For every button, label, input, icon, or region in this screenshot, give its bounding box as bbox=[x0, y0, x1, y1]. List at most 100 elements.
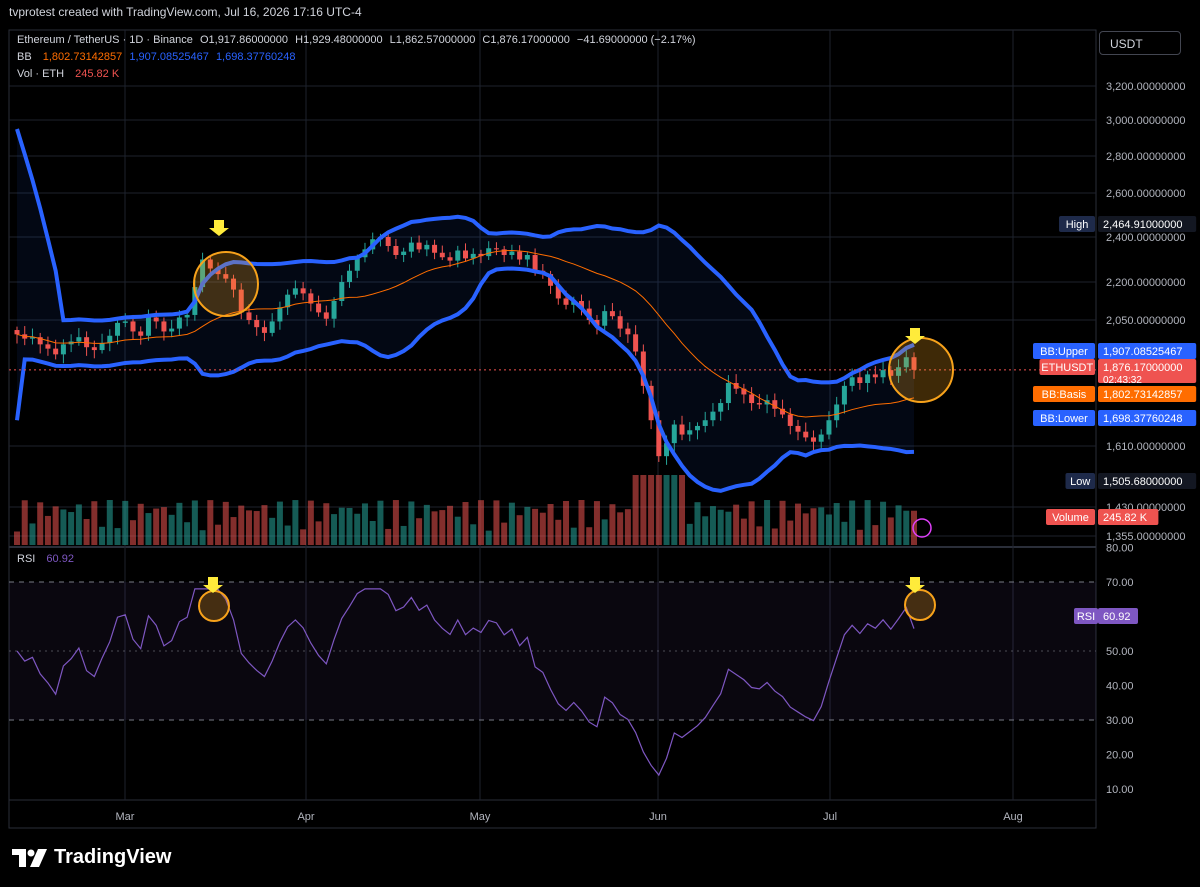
price-label-name-bg bbox=[1033, 410, 1095, 426]
candle-body bbox=[269, 321, 275, 333]
volume-bar bbox=[114, 528, 121, 545]
volume-bar bbox=[145, 513, 152, 545]
candle-body bbox=[803, 431, 809, 438]
legend-high-label: H bbox=[295, 34, 304, 46]
volume-bar bbox=[825, 514, 832, 545]
price-label-value: 1,907.08525467 bbox=[1103, 346, 1183, 358]
legend-close-label: C bbox=[482, 34, 491, 46]
candle-body bbox=[857, 377, 863, 383]
candle-body bbox=[76, 337, 82, 342]
candle-body bbox=[207, 259, 213, 269]
candle-body bbox=[29, 337, 35, 339]
volume-bar bbox=[648, 475, 655, 545]
volume-bar bbox=[276, 501, 283, 545]
legend-vol-label[interactable]: Vol · ETH bbox=[17, 68, 65, 80]
candle-body bbox=[200, 259, 206, 288]
volume-bar bbox=[532, 508, 539, 545]
rsi-label-name-bg bbox=[1074, 608, 1098, 624]
candle-body bbox=[826, 420, 832, 435]
candle-body bbox=[749, 394, 755, 404]
candle-body bbox=[787, 414, 793, 426]
candle-body bbox=[14, 330, 20, 335]
candle-body bbox=[756, 403, 762, 405]
candle-body bbox=[447, 257, 453, 261]
candle-body bbox=[710, 411, 716, 421]
volume-bar bbox=[416, 518, 423, 545]
volume-bar bbox=[37, 502, 44, 545]
tradingview-logo: TradingView bbox=[12, 846, 171, 869]
legend-bb-label[interactable]: BB bbox=[17, 51, 32, 63]
volume-bar bbox=[44, 515, 51, 545]
volume-bar bbox=[354, 513, 361, 545]
legend-vol-value: 245.82 K bbox=[75, 68, 120, 80]
volume-bar bbox=[392, 500, 399, 545]
volume-bar bbox=[872, 525, 879, 545]
time-tick-label: Apr bbox=[297, 811, 314, 823]
volume-bar bbox=[756, 526, 763, 545]
volume-bar bbox=[292, 500, 299, 545]
volume-bar bbox=[369, 521, 376, 545]
volume-bar bbox=[400, 525, 407, 545]
volume-bar bbox=[153, 508, 160, 545]
volume-bar bbox=[795, 503, 802, 545]
volume-bar bbox=[184, 522, 191, 545]
volume-bar bbox=[60, 509, 67, 545]
candle-body bbox=[872, 374, 878, 378]
candle-body bbox=[841, 385, 847, 405]
candle-body bbox=[401, 251, 407, 255]
price-label-countdown: 02:43:32 bbox=[1103, 375, 1142, 386]
candle-body bbox=[640, 351, 646, 386]
legend-rsi-value: 60.92 bbox=[46, 553, 74, 565]
candle-body bbox=[455, 250, 461, 261]
price-label-name-bg bbox=[1039, 359, 1095, 375]
price-label-value-bg bbox=[1098, 509, 1159, 525]
price-label-value: 1,505.68000000 bbox=[1103, 476, 1183, 488]
candle-body bbox=[122, 321, 128, 323]
candle-body bbox=[91, 347, 97, 351]
volume-bar bbox=[570, 527, 577, 545]
volume-bar bbox=[439, 510, 446, 545]
legend-bb-lower: 1,698.37760248 bbox=[215, 51, 296, 63]
candle-body bbox=[432, 244, 438, 253]
candle-body bbox=[316, 303, 322, 313]
candle-body bbox=[671, 424, 677, 444]
volume-bar bbox=[547, 504, 554, 545]
candle-body bbox=[261, 327, 267, 333]
volume-bar bbox=[880, 501, 887, 545]
volume-bar bbox=[671, 475, 678, 545]
volume-bar bbox=[771, 528, 778, 545]
legend-symbol[interactable]: Ethereum / TetherUS · 1D · Binance bbox=[17, 34, 193, 46]
candle-body bbox=[347, 270, 353, 282]
volume-bar bbox=[199, 530, 206, 545]
volume-bar bbox=[593, 501, 600, 545]
volume-bar bbox=[462, 502, 469, 545]
candle-body bbox=[223, 274, 229, 279]
currency-button[interactable]: USDT bbox=[1099, 31, 1181, 55]
volume-bar bbox=[802, 513, 809, 545]
candle-body bbox=[323, 312, 329, 319]
volume-bar bbox=[29, 523, 36, 545]
candle-body bbox=[865, 374, 871, 383]
price-label-name: Volume bbox=[1052, 512, 1089, 524]
candle-body bbox=[687, 430, 693, 435]
volume-bar bbox=[617, 512, 624, 545]
volume-bar bbox=[524, 506, 531, 545]
volume-bar bbox=[423, 504, 430, 545]
price-tick-label: 2,400.00000000 bbox=[1106, 232, 1186, 244]
rsi-tick-label: 10.00 bbox=[1106, 784, 1134, 796]
candle-body bbox=[292, 288, 298, 295]
price-label-name: BB:Lower bbox=[1040, 413, 1088, 425]
candle-body bbox=[594, 320, 600, 326]
price-tick-label: 1,355.00000000 bbox=[1106, 531, 1186, 543]
volume-bar bbox=[818, 507, 825, 545]
volume-bar bbox=[75, 504, 82, 545]
candle-body bbox=[834, 404, 840, 421]
price-tick-label: 2,050.00000000 bbox=[1106, 315, 1186, 327]
volume-bar bbox=[679, 475, 686, 545]
legend-rsi-label[interactable]: RSI bbox=[17, 553, 36, 565]
price-label-name-bg bbox=[1046, 509, 1095, 525]
legend-bb-upper: 1,907.08525467 bbox=[129, 51, 209, 63]
price-label-name-bg bbox=[1065, 473, 1095, 489]
candle-body bbox=[300, 288, 306, 294]
